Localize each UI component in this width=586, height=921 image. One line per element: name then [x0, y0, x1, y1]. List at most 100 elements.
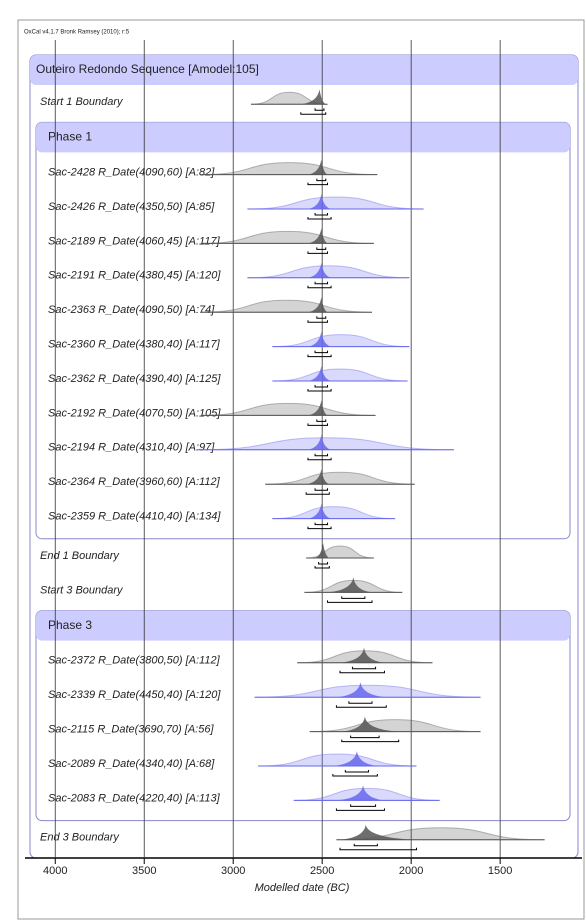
- range68-bracket: [350, 804, 377, 807]
- range95-bracket: [341, 739, 400, 743]
- row-label: Sac-2372 R_Date(3800,50) [A:112]: [48, 655, 221, 667]
- row-label: Sac-2362 R_Date(4390,40) [A:125]: [48, 373, 221, 385]
- range95-bracket: [307, 389, 332, 392]
- x-tick-label: 3500: [132, 865, 156, 877]
- posterior-dist: [307, 228, 328, 244]
- x-tick-label: 2500: [310, 865, 334, 877]
- prior-dist: [254, 684, 481, 698]
- phase-header: [36, 610, 570, 641]
- x-tick-label: 4000: [43, 865, 67, 877]
- x-tick-label: 2000: [399, 865, 423, 877]
- range68-bracket: [318, 562, 329, 565]
- range68-bracket: [314, 453, 329, 457]
- range68-bracket: [350, 735, 380, 739]
- range68-bracket: [344, 770, 369, 773]
- row-label: Sac-2359 R_Date(4410,40) [A:134]: [48, 511, 221, 523]
- prior-dist: [201, 299, 373, 313]
- x-tick-label: 1500: [488, 865, 512, 877]
- range68-bracket: [316, 178, 327, 182]
- prior-dist: [272, 368, 408, 382]
- row-label: Sac-2191 R_Date(4380,45) [A:120]: [48, 270, 221, 282]
- range68-bracket: [316, 419, 327, 422]
- range95-bracket: [307, 217, 332, 220]
- range95-bracket: [307, 182, 329, 186]
- posterior-dist: [307, 159, 328, 175]
- row-label: Sac-2426 R_Date(4350,50) [A:85]: [48, 201, 215, 213]
- boxes: Outeiro Redondo Sequence [Amodel:105] Pha…: [29, 54, 579, 859]
- range95-bracket: [332, 774, 378, 777]
- row-label: Sac-2360 R_Date(4380,40) [A:117]: [48, 339, 221, 351]
- marks: Start 1 Boundary Sac-2428 R_Date(4090,60)…: [40, 89, 545, 851]
- range95-bracket: [307, 251, 329, 254]
- x-axis-title: Modelled date (BC): [255, 882, 350, 894]
- posterior-dist: [341, 716, 399, 732]
- range68-bracket: [314, 281, 329, 285]
- posterior-dist: [307, 503, 332, 519]
- row-label: Sac-2194 R_Date(4310,40) [A:97]: [48, 442, 215, 454]
- range95-bracket: [307, 423, 329, 426]
- posterior-dist: [339, 824, 417, 840]
- prior-dist: [309, 719, 481, 733]
- prior-dist: [247, 196, 424, 210]
- row-label: Sac-2192 R_Date(4070,50) [A:105]: [48, 407, 221, 419]
- range68-bracket: [314, 522, 329, 526]
- range95-bracket: [307, 526, 332, 530]
- range95-bracket: [307, 320, 329, 323]
- sequence-header: [30, 55, 578, 85]
- row-label: Sac-2364 R_Date(3960,60) [A:112]: [48, 476, 221, 488]
- phase-title: Phase 1: [48, 130, 92, 144]
- row-label: Sac-2363 R_Date(4090,50) [A:74]: [48, 304, 215, 316]
- row-label: End 3 Boundary: [40, 832, 120, 844]
- range68-bracket: [316, 247, 327, 250]
- prior-dist: [272, 506, 396, 520]
- prior-dist: [201, 402, 376, 416]
- row-label: Sac-2089 R_Date(4340,40) [A:68]: [48, 758, 215, 770]
- range95-bracket: [327, 600, 373, 603]
- posterior-dist: [336, 682, 387, 698]
- posterior-dist: [339, 647, 385, 663]
- prior-dist: [201, 230, 374, 244]
- range68-bracket: [351, 666, 377, 670]
- prior-dist: [247, 265, 410, 279]
- range95-bracket: [335, 705, 387, 708]
- range68-bracket: [316, 316, 327, 319]
- posterior-dist: [307, 331, 332, 347]
- range95-bracket: [335, 808, 385, 811]
- row-label: End 1 Boundary: [40, 550, 120, 562]
- posterior-dist: [315, 543, 330, 558]
- range68-bracket: [314, 385, 329, 388]
- range95-bracket: [339, 847, 418, 851]
- phase-title: Phase 3: [48, 618, 92, 632]
- posterior-dist: [307, 297, 328, 313]
- posterior-dist: [307, 262, 332, 278]
- range68-bracket: [348, 701, 373, 704]
- grid: 4000 3500 3000 2500 2000 1500: [25, 40, 582, 877]
- range95-bracket: [307, 285, 332, 289]
- phase-header: [36, 122, 570, 153]
- prior-dist: [258, 753, 417, 767]
- posterior-dist: [307, 434, 332, 450]
- row-label: Sac-2428 R_Date(4090,60) [A:82]: [48, 167, 215, 179]
- row-label: Sac-2189 R_Date(4060,45) [A:117]: [48, 235, 221, 247]
- prior-dist: [197, 437, 454, 451]
- range68-bracket: [341, 596, 366, 599]
- row-label: Start 1 Boundary: [40, 96, 124, 108]
- range68-bracket: [314, 350, 329, 354]
- row-label: Sac-2115 R_Date(3690,70) [A:56]: [48, 724, 214, 736]
- prior-dist: [201, 162, 378, 176]
- range95-bracket: [307, 457, 332, 461]
- credit: OxCal v4.1.7 Bronk Ramsey (2010); r:5: [24, 30, 130, 36]
- row-label: Start 3 Boundary: [40, 584, 124, 596]
- posterior-dist: [300, 89, 326, 105]
- posterior-dist: [327, 577, 373, 593]
- posterior-dist: [306, 469, 330, 485]
- posterior-dist: [307, 366, 332, 381]
- range68-bracket: [314, 488, 329, 491]
- row-label: Sac-2083 R_Date(4220,40) [A:113]: [48, 792, 221, 804]
- range95-bracket: [305, 492, 330, 495]
- posterior-dist: [307, 194, 332, 209]
- range95-bracket: [339, 670, 385, 674]
- range95-bracket: [314, 566, 330, 569]
- posterior-dist: [336, 785, 385, 801]
